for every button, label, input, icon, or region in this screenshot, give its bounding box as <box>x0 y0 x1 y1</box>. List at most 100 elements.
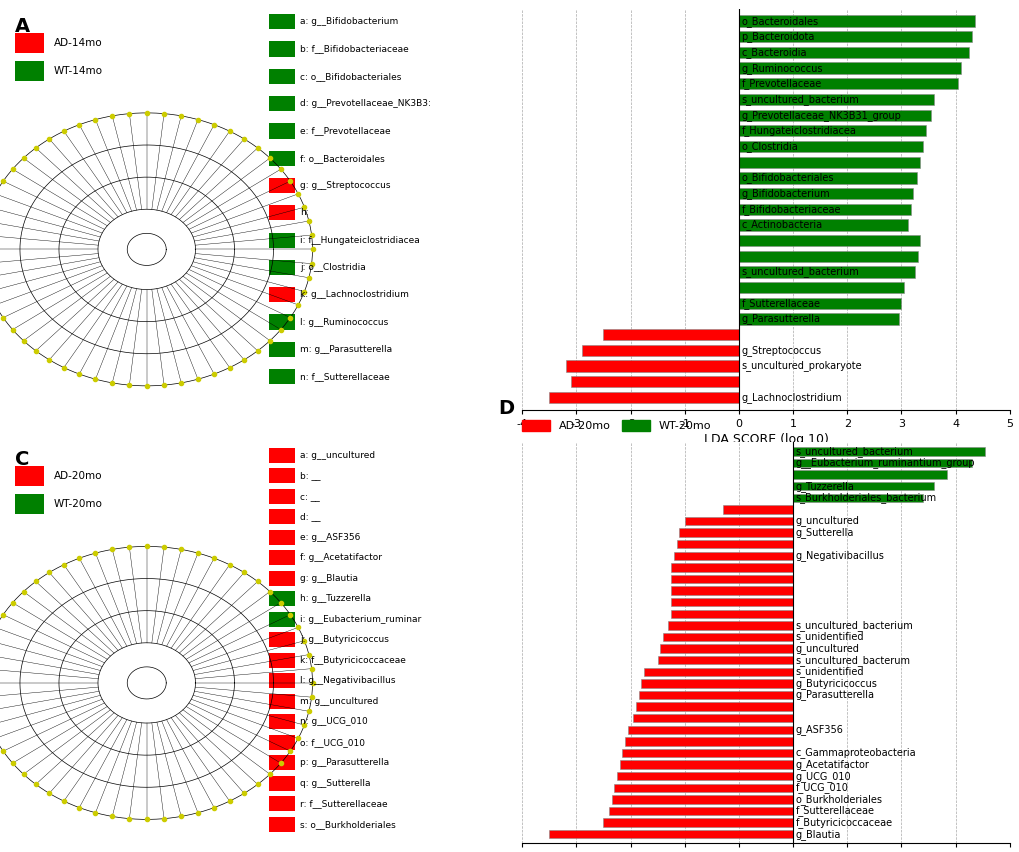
Bar <box>15 466 44 486</box>
Bar <box>549 392 738 403</box>
Text: q: g__Sutterella: q: g__Sutterella <box>300 779 371 788</box>
Text: c_Gammaproteobacteria: c_Gammaproteobacteria <box>795 747 915 758</box>
Text: i: g__Eubacterium_ruminar: i: g__Eubacterium_ruminar <box>300 615 421 624</box>
Text: n: g__UCG_010: n: g__UCG_010 <box>300 717 368 726</box>
Bar <box>608 807 793 815</box>
Bar <box>676 540 793 549</box>
Bar <box>268 69 296 84</box>
Bar <box>793 458 971 467</box>
Bar <box>738 314 898 325</box>
Text: AD-20mo: AD-20mo <box>54 471 103 481</box>
Bar <box>603 329 738 340</box>
Bar <box>738 94 933 105</box>
Bar <box>268 653 296 668</box>
Bar <box>268 816 296 832</box>
Bar <box>571 376 738 388</box>
Text: l: g__Ruminococcus: l: g__Ruminococcus <box>300 318 388 326</box>
Text: AD-14mo: AD-14mo <box>54 37 103 48</box>
Bar <box>268 632 296 648</box>
Bar <box>268 571 296 586</box>
Bar <box>268 775 296 791</box>
Bar <box>671 563 793 572</box>
Bar <box>721 505 793 514</box>
Text: g__Eubacterium_ruminantium_group: g__Eubacterium_ruminantium_group <box>795 458 974 469</box>
Bar <box>738 141 922 153</box>
Bar <box>643 668 793 676</box>
Bar <box>268 734 296 750</box>
Text: g_Acetatifactor: g_Acetatifactor <box>795 759 869 770</box>
Text: g_uncultured: g_uncultured <box>795 515 859 527</box>
Bar <box>268 530 296 545</box>
Text: i: f__Hungateiclostridiacea: i: f__Hungateiclostridiacea <box>300 236 420 245</box>
Bar <box>738 172 916 183</box>
Bar <box>268 151 296 166</box>
Bar <box>268 673 296 688</box>
Text: d: __: d: __ <box>300 512 321 521</box>
Bar <box>15 494 44 515</box>
Text: f: g__Acetatifactor: f: g__Acetatifactor <box>300 553 382 562</box>
Bar <box>793 470 947 479</box>
Bar <box>268 694 296 709</box>
Text: o_Bifidobacteriales: o_Bifidobacteriales <box>741 172 834 183</box>
Bar <box>671 609 793 618</box>
Bar <box>641 679 793 688</box>
Text: s_uncultured_bacterum: s_uncultured_bacterum <box>795 654 910 665</box>
Bar <box>638 691 793 699</box>
Bar <box>268 755 296 770</box>
Bar <box>738 204 910 215</box>
X-axis label: LDA SCORE (log 10): LDA SCORE (log 10) <box>703 433 827 446</box>
Bar <box>268 124 296 139</box>
Text: f_Bifidobacteriaceae: f_Bifidobacteriaceae <box>741 204 841 215</box>
Bar <box>611 795 793 803</box>
Text: g_ASF356: g_ASF356 <box>795 724 843 735</box>
Text: d: g__Prevotellaceae_NK3B3:: d: g__Prevotellaceae_NK3B3: <box>300 99 431 108</box>
Bar <box>616 772 793 780</box>
Bar <box>268 96 296 112</box>
Bar <box>793 482 933 490</box>
Text: o_Clostridia: o_Clostridia <box>741 141 798 152</box>
Text: p_Bacteroidota: p_Bacteroidota <box>741 32 814 43</box>
Bar <box>738 297 901 309</box>
Bar <box>268 468 296 483</box>
Text: s_uncultured_prokaryote: s_uncultured_prokaryote <box>741 360 861 371</box>
Text: e: g__ASF356: e: g__ASF356 <box>300 532 361 542</box>
Bar <box>738 32 971 43</box>
Text: g_Parasutterella: g_Parasutterella <box>795 689 874 700</box>
Bar <box>738 110 930 121</box>
Legend: AD-20mo, WT-20mo: AD-20mo, WT-20mo <box>518 416 715 436</box>
Text: f_Prevotellaceae: f_Prevotellaceae <box>741 78 821 89</box>
Bar <box>268 796 296 811</box>
Bar <box>738 62 960 74</box>
Text: j: g__Butyricicoccus: j: g__Butyricicoccus <box>300 636 389 644</box>
Text: o_Burkholderiales: o_Burkholderiales <box>795 794 881 805</box>
Text: f_Sutterellaceae: f_Sutterellaceae <box>741 298 820 308</box>
Text: C: C <box>15 450 30 469</box>
Bar <box>738 267 914 278</box>
Text: c_Bacteroidia: c_Bacteroidia <box>741 47 806 58</box>
Bar <box>268 489 296 504</box>
Bar <box>268 342 296 357</box>
Text: g_Prevotellaceae_NK3B31_group: g_Prevotellaceae_NK3B31_group <box>741 110 901 121</box>
Bar <box>625 737 793 746</box>
Text: WT-14mo: WT-14mo <box>54 66 103 76</box>
Bar <box>667 621 793 630</box>
Bar <box>674 551 793 560</box>
Text: g_Tuzzerella: g_Tuzzerella <box>795 481 854 492</box>
Text: k: g__Lachnoclostridium: k: g__Lachnoclostridium <box>300 291 409 299</box>
Bar <box>581 345 738 356</box>
Bar <box>671 586 793 595</box>
Text: o: f__UCG_010: o: f__UCG_010 <box>300 738 365 746</box>
Bar <box>679 528 793 537</box>
Bar <box>738 125 925 136</box>
Text: g_Streptococcus: g_Streptococcus <box>741 345 821 356</box>
Text: A: A <box>15 16 31 36</box>
Bar <box>268 178 296 193</box>
Bar <box>738 157 919 168</box>
Bar <box>15 32 44 53</box>
Text: s_uncultured_bacterium: s_uncultured_bacterium <box>795 446 913 457</box>
Text: g_Blautia: g_Blautia <box>795 829 841 840</box>
Text: f: o__Bacteroidales: f: o__Bacteroidales <box>300 153 385 163</box>
Text: s_Burkholderiales_bacterium: s_Burkholderiales_bacterium <box>795 492 936 504</box>
Text: g_Butyricicoccus: g_Butyricicoccus <box>795 678 876 688</box>
Bar <box>268 369 296 384</box>
